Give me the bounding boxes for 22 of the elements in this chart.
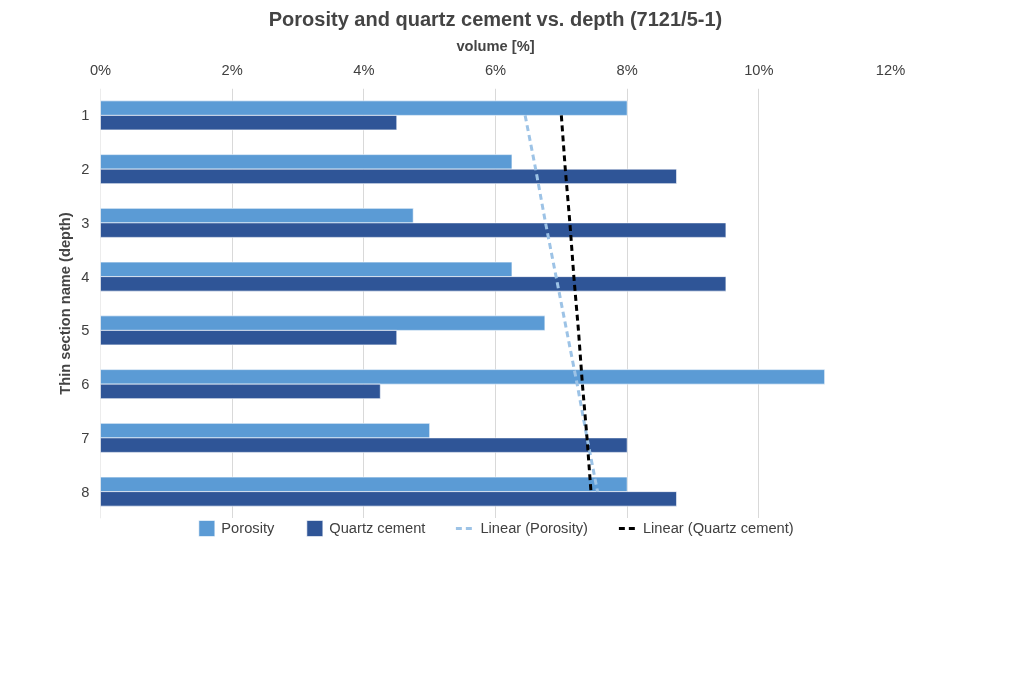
y-tick-label: 7 <box>81 429 90 446</box>
y-tick-label: 5 <box>81 322 90 339</box>
x-tick-label: 2% <box>221 61 243 78</box>
chart-title: Porosity and quartz cement vs. depth (7121/5-1) <box>268 7 723 30</box>
legend-label: Porosity <box>221 520 275 536</box>
y-tick-label: 3 <box>81 214 90 231</box>
y-tick-label: 8 <box>81 483 90 500</box>
y-tick-label: 1 <box>81 107 90 124</box>
x-tick-label: 4% <box>353 61 375 78</box>
y-axis-title: Thin section name (depth) <box>57 212 74 395</box>
y-tick-label: 4 <box>81 268 90 285</box>
x-axis-title: volume [%] <box>456 37 535 54</box>
legend-label: Linear (Porosity) <box>480 520 588 536</box>
y-tick-label: 2 <box>81 161 90 178</box>
legend-label: Quartz cement <box>329 520 426 536</box>
x-tick-label: 12% <box>875 61 906 78</box>
x-tick-label: 6% <box>484 61 507 78</box>
legend-label: Linear (Quartz cement) <box>642 520 794 536</box>
x-tick-label: 0% <box>89 61 112 78</box>
x-tick-label: 8% <box>616 61 638 78</box>
x-tick-label: 10% <box>744 61 774 78</box>
y-tick-label: 6 <box>81 376 90 393</box>
